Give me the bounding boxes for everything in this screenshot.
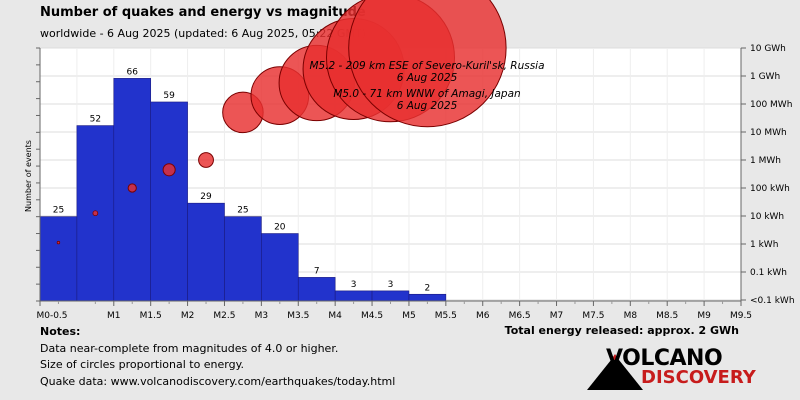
annotation-text: M5.2 - 209 km ESE of Severo-Kuril'sk, Ru… [309,60,544,72]
x-tick-label: M6 [476,311,490,321]
x-tick-label: M1.5 [140,311,162,321]
x-tick-label: M6.5 [509,311,531,321]
energy-circle [198,152,214,168]
bar-value-label: 7 [314,266,320,276]
x-tick-label: M4.5 [361,311,383,321]
volcanodiscovery-logo: VOLCANO DISCOVERY [585,346,760,392]
energy-axis-label: 1 MWh [750,156,781,166]
chart-title: Number of quakes and energy vs magnitude [40,5,366,20]
bar [150,101,188,302]
energy-axis-label: 10 MWh [750,128,787,138]
logo-text-discovery: DISCOVERY [641,367,756,388]
x-tick-label: M9.5 [730,311,752,321]
notes-line-circle-size: Size of circles proportional to energy. [40,358,245,371]
energy-axis-label: 1 GWh [750,72,780,82]
bar-value-label: 3 [388,280,394,290]
bar-value-label: 29 [200,192,212,202]
bar [39,216,78,302]
bar [334,290,373,302]
bar-value-label: 59 [163,91,175,101]
bar-value-label: 52 [90,115,101,125]
bar-value-label: 20 [274,223,286,233]
x-tick-label: M5 [402,311,416,321]
notes-line-completeness: Data near-complete from magnitudes of 4.… [40,341,339,355]
x-tick-label: M8 [624,311,638,321]
bar [187,202,225,302]
energy-circle [56,240,61,245]
x-tick-label: M9 [697,311,711,321]
bar-value-label: 66 [127,67,139,77]
bar [371,290,410,302]
energy-axis-label: 0.1 kWh [750,268,787,278]
total-energy: Total energy released: approx. 2 GWh [504,324,739,337]
bar [224,216,262,302]
energy-circle [162,163,176,177]
x-tick-label: M3 [255,311,269,321]
y-axis-title: Number of events [24,140,33,212]
x-tick-label: M7 [550,311,564,321]
x-tick-label: M1 [107,311,121,321]
bar-value-label: 25 [237,206,248,216]
bar-value-label: 25 [53,206,64,216]
bar-value-label: 2 [425,283,431,293]
x-tick-label: M3.5 [287,311,309,321]
logo-text-volcano: VOLCANO [606,346,723,371]
x-tick-label: M0-0.5 [36,311,67,321]
bar-value-label: 3 [351,280,357,290]
x-tick-label: M8.5 [656,311,678,321]
annotation-text: M5.0 - 71 km WNW of Amagi, Japan [333,88,520,100]
x-tick-label: M2.5 [213,311,235,321]
energy-axis-label: 100 MWh [750,100,792,110]
energy-circle [92,210,99,217]
bar [297,277,336,302]
energy-axis-label: 10 GWh [750,44,786,54]
x-tick-label: M4 [328,311,342,321]
energy-circle [348,0,507,128]
x-tick-label: M2 [181,311,195,321]
x-tick-label: M7.5 [582,311,604,321]
annotation-date: 6 Aug 2025 [397,100,458,112]
chart-subtitle: worldwide - 6 Aug 2025 (updated: 6 Aug 2… [40,27,366,40]
notes-block: Notes: Data near-complete from magnitude… [40,324,395,390]
volcano-logo-icon [587,354,643,390]
energy-axis-label: 100 kWh [750,184,790,194]
energy-axis-label: <0.1 kWh [750,296,795,306]
energy-axis-label: 1 kWh [750,240,778,250]
annotation-date: 6 Aug 2025 [397,72,458,84]
x-tick-label: M5.5 [435,311,457,321]
energy-circle [127,183,137,193]
bar [261,233,299,302]
bar [408,293,447,302]
notes-heading: Notes: [40,325,81,338]
energy-axis-label: 10 kWh [750,212,784,222]
notes-line-data-source: Quake data: www.volcanodiscovery.com/ear… [40,374,396,388]
